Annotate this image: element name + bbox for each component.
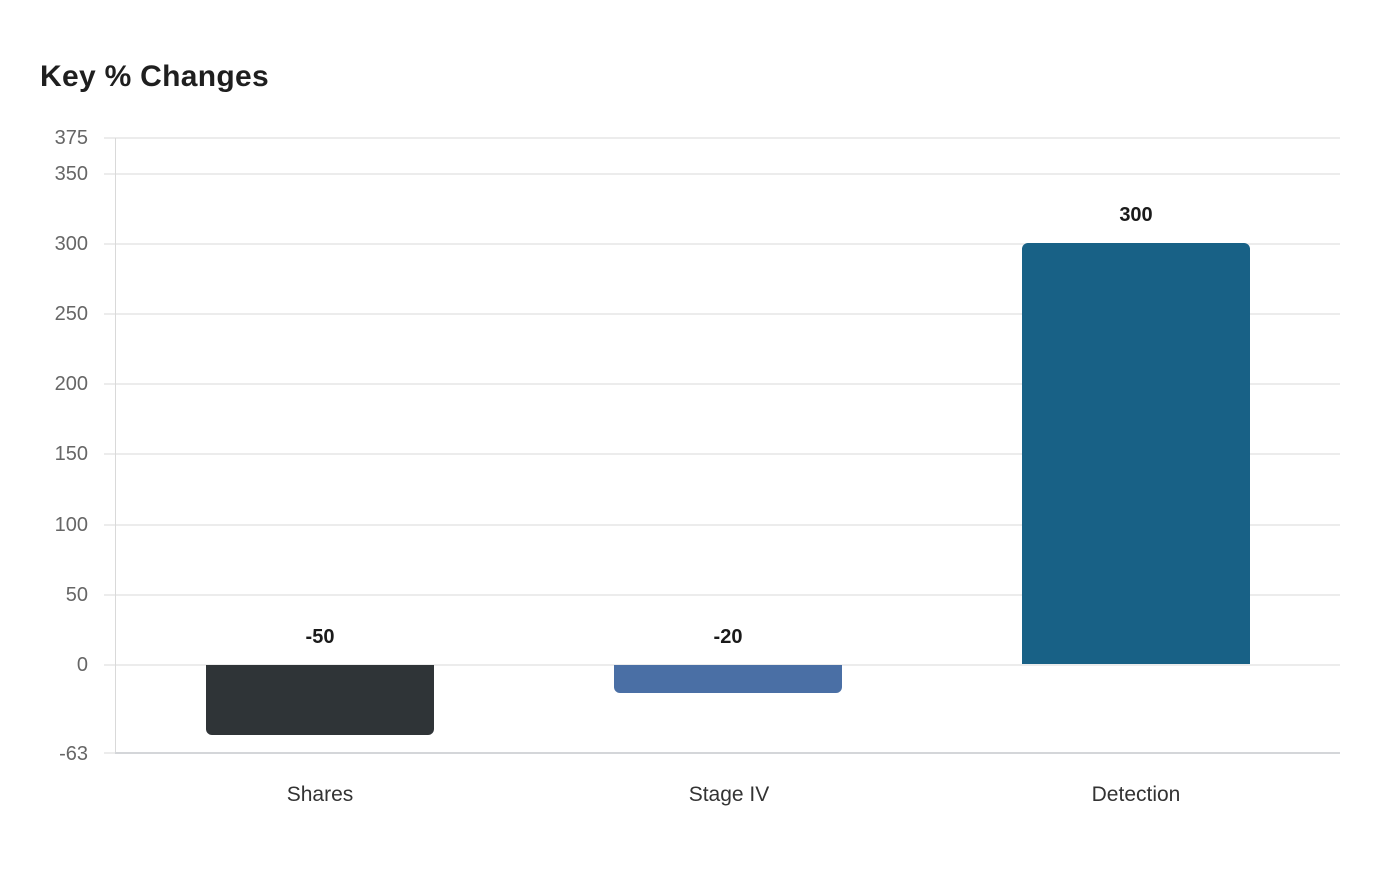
y-axis xyxy=(115,138,116,753)
gridline-350 xyxy=(104,173,1340,175)
x-tick-label-shares: Shares xyxy=(286,783,354,806)
gridline-375 xyxy=(104,137,1340,139)
y-tick-label: 375 xyxy=(54,127,88,149)
y-tick-label: 350 xyxy=(54,163,88,185)
x-axis xyxy=(115,752,1340,754)
chart-title: Key % Changes xyxy=(40,60,269,93)
y-tick-label: -63 xyxy=(59,743,88,765)
gridline-250 xyxy=(104,313,1340,315)
y-tick-label: 0 xyxy=(76,654,88,676)
data-label-detection: 300 xyxy=(1119,204,1153,226)
y-tick-label: 200 xyxy=(54,373,88,395)
data-label-stage-iv: -20 xyxy=(713,626,743,648)
bar-shares[interactable] xyxy=(206,665,434,735)
gridline-50 xyxy=(104,594,1340,596)
gridline-150 xyxy=(104,453,1340,455)
bar-detection[interactable] xyxy=(1022,243,1250,664)
x-tick-label-stage-iv: Stage IV xyxy=(688,783,770,806)
x-tick-label-detection: Detection xyxy=(1091,783,1181,806)
data-label-shares: -50 xyxy=(305,626,335,648)
y-tick-label: 250 xyxy=(54,303,88,325)
y-tick-label: 50 xyxy=(65,584,88,606)
bar-stage-iv[interactable] xyxy=(614,665,842,693)
gridline-300 xyxy=(104,243,1340,245)
gridline-200 xyxy=(104,383,1340,385)
y-tick-label: 150 xyxy=(54,443,88,465)
y-tick-label: 300 xyxy=(54,233,88,255)
gridline-100 xyxy=(104,524,1340,526)
y-tick-label: 100 xyxy=(54,514,88,536)
